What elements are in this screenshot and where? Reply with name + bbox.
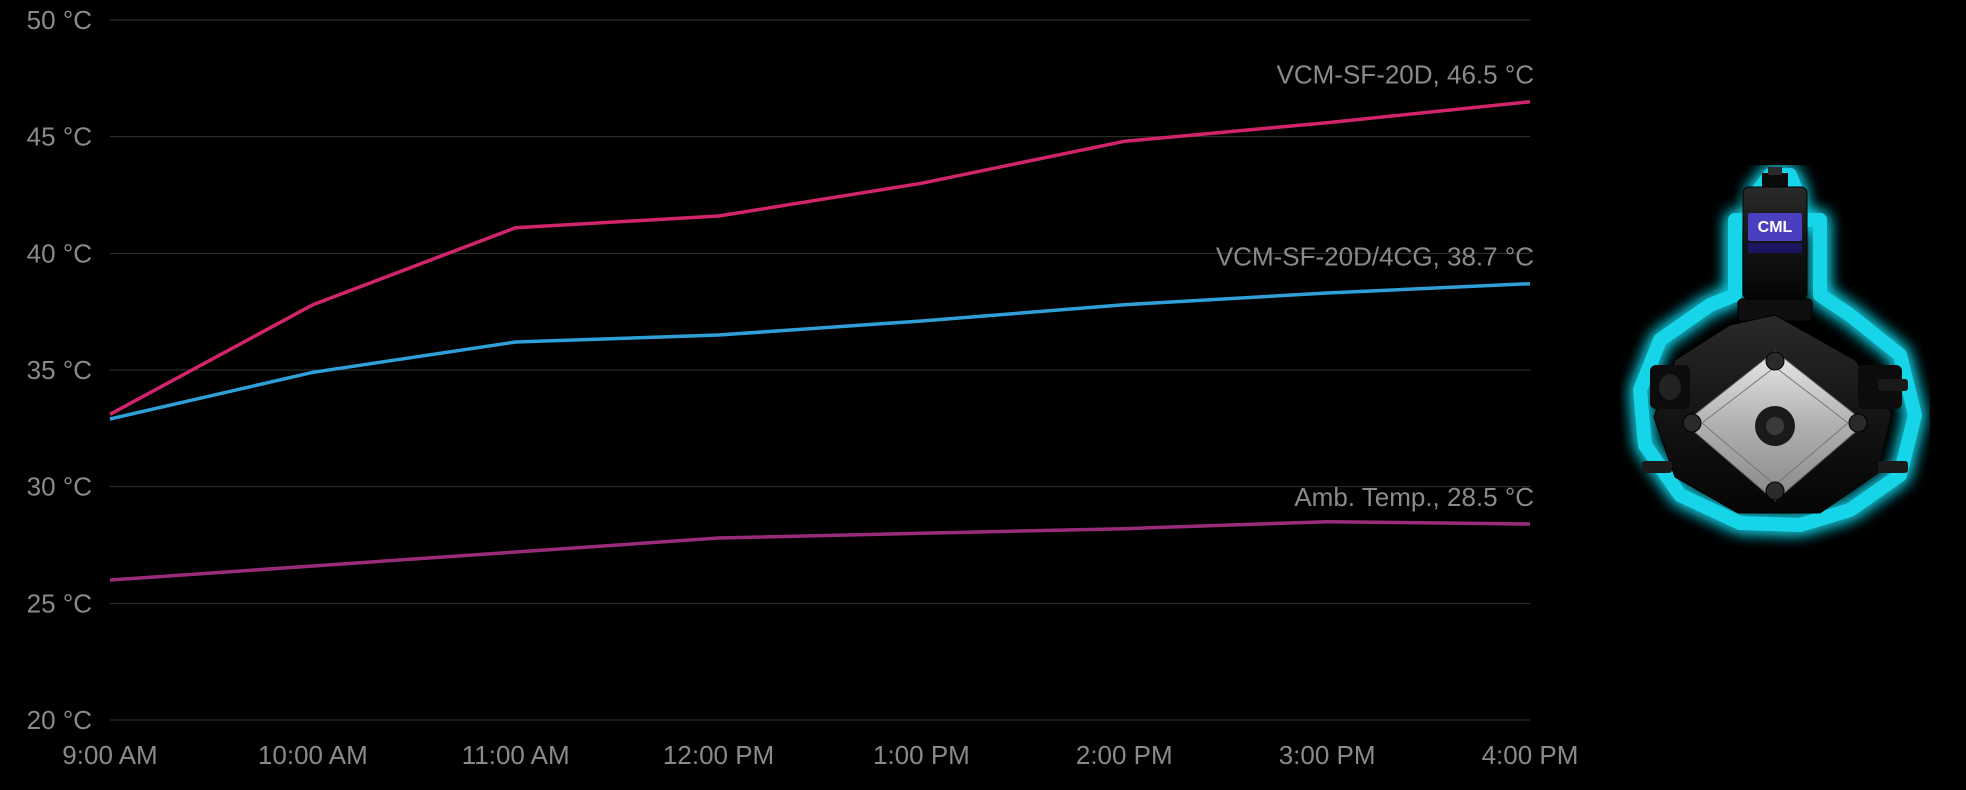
pump-top-bolt: [1762, 173, 1788, 187]
hydraulic-pump-icon: CML: [1620, 165, 1930, 555]
series-line-ambient-temp: [110, 522, 1530, 580]
x-axis-tick-label: 2:00 PM: [1076, 740, 1173, 770]
y-axis-tick-label: 45 °C: [27, 122, 92, 152]
x-axis-tick-label: 4:00 PM: [1482, 740, 1579, 770]
temperature-line-chart: 20 °C 25 °C 30 °C 35 °C 40 °C 45 °C 50 °C 9:00 …: [0, 0, 1600, 790]
x-axis-tick-label: 3:00 PM: [1279, 740, 1376, 770]
canvas-root: 20 °C 25 °C 30 °C 35 °C 40 °C 45 °C 50 °C 9:00 …: [0, 0, 1966, 790]
x-axis-tick-label: 10:00 AM: [258, 740, 368, 770]
y-axis-tick-label: 30 °C: [27, 472, 92, 502]
y-axis-tick-label: 50 °C: [27, 5, 92, 35]
series-end-label-vcm-sf-20d: VCM-SF-20D, 46.5 °C: [1277, 60, 1534, 90]
x-axis-tick-label: 11:00 AM: [462, 740, 570, 770]
series-line-vcm-sf-20d-4cg: [110, 284, 1530, 419]
pump-brand-label: CML: [1758, 219, 1793, 236]
x-axis-tick-label: 1:00 PM: [873, 740, 970, 770]
series-end-label-vcm-sf-20d-4cg: VCM-SF-20D/4CG, 38.7 °C: [1216, 242, 1534, 272]
x-axis-tick-label: 9:00 AM: [62, 740, 157, 770]
chart-svg: 20 °C 25 °C 30 °C 35 °C 40 °C 45 °C 50 °C 9:00 …: [0, 0, 1600, 790]
product-illustration: CML: [1620, 165, 1930, 555]
y-axis-tick-label: 25 °C: [27, 588, 92, 618]
y-axis-tick-label: 20 °C: [27, 705, 92, 735]
series-end-label-ambient-temp: Amb. Temp., 28.5 °C: [1294, 482, 1534, 512]
y-axis-tick-label: 40 °C: [27, 238, 92, 268]
y-axis-tick-label: 35 °C: [27, 355, 92, 385]
x-axis-tick-label: 12:00 PM: [663, 740, 774, 770]
